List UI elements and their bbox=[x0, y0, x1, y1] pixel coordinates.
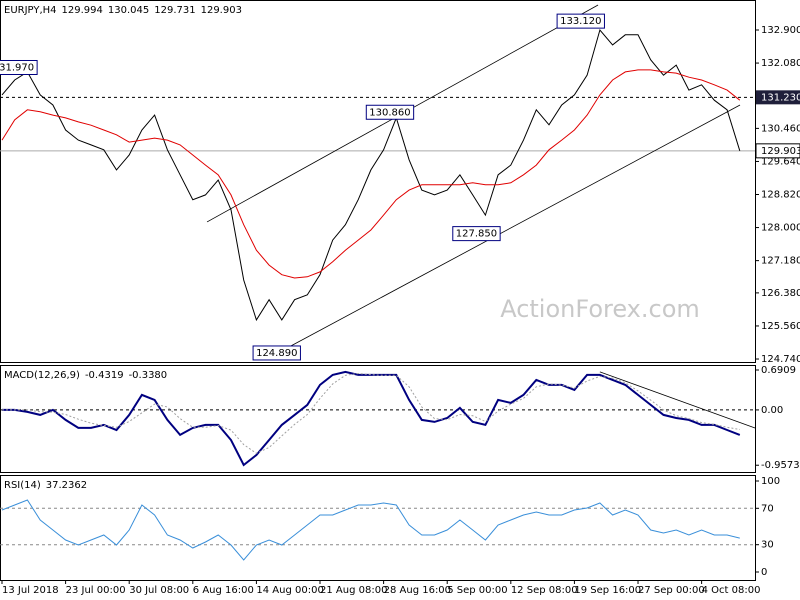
panel-title-value: 129.731 bbox=[154, 5, 195, 16]
annotation-label: 127.850 bbox=[456, 229, 497, 240]
y-tick-label: 0.00 bbox=[761, 405, 783, 416]
panel-title-value: -0.4319 bbox=[85, 370, 124, 381]
panel-title: EURJPY,H4 129.994 130.045 129.731 129.903 bbox=[4, 5, 242, 16]
series-line bbox=[2, 370, 741, 467]
y-tick-label: 128.000 bbox=[761, 223, 800, 234]
price-annotation: 127.850 bbox=[452, 226, 501, 242]
price-annotation: 130.860 bbox=[365, 104, 415, 120]
panel-title: RSI(14) 37.2362 bbox=[4, 480, 87, 491]
annotation-box bbox=[365, 104, 415, 120]
panel-title-value: 130.045 bbox=[108, 5, 149, 16]
x-tick-label: 27 Sep 00:00 bbox=[638, 585, 705, 596]
y-tick-label: 100 bbox=[761, 476, 780, 487]
y-tick-label: 127.180 bbox=[761, 256, 800, 267]
x-tick-label: 5 Sep 00:00 bbox=[447, 585, 507, 596]
annotation-box bbox=[452, 226, 501, 242]
y-tick-label: 0.6909 bbox=[761, 365, 796, 376]
series-line bbox=[1, 28, 741, 322]
x-tick-label: 6 Aug 16:00 bbox=[193, 585, 254, 596]
x-tick-label: 19 Sep 16:00 bbox=[574, 585, 641, 596]
plot-area: RSI(14) 37.2362 bbox=[0, 480, 755, 561]
y-tick-label: 129.640 bbox=[761, 156, 800, 167]
plot-area: EURJPY,H4 129.994 130.045 129.731 129.903 Act… bbox=[0, 4, 755, 361]
y-tick-label: 0 bbox=[761, 567, 767, 578]
x-tick-label: 12 Sep 08:00 bbox=[511, 585, 578, 596]
annotation-label: 124.890 bbox=[256, 348, 297, 359]
annotation-label: 133.120 bbox=[560, 16, 601, 27]
panel-title-name: EURJPY,H4 bbox=[4, 5, 57, 16]
price-annotation: 131.970 bbox=[0, 59, 38, 75]
series-line bbox=[1, 499, 740, 561]
panel-title: MACD(12,26,9) -0.4319 -0.3380 bbox=[4, 370, 167, 381]
price-box bbox=[756, 90, 800, 105]
annotation-label: 131.970 bbox=[0, 62, 34, 73]
annotation-box bbox=[556, 13, 605, 29]
panel-frame bbox=[0, 0, 756, 363]
panel-title-name: RSI(14) bbox=[4, 480, 41, 491]
x-tick-label: 23 Jul 00:00 bbox=[66, 585, 126, 596]
panel-frame bbox=[0, 475, 756, 581]
y-tick-label: 125.560 bbox=[761, 321, 800, 332]
x-tick-label: 21 Aug 08:00 bbox=[320, 585, 387, 596]
price-box-label: 129.903 bbox=[761, 146, 800, 157]
x-tick-label: 13 Jul 2018 bbox=[2, 585, 59, 596]
y-tick-label: 132.900 bbox=[761, 25, 800, 36]
plot-area: MACD(12,26,9) -0.4319 -0.3380 bbox=[0, 370, 756, 467]
y-tick-label: 130.460 bbox=[761, 123, 800, 134]
trend-line bbox=[279, 104, 741, 353]
y-tick-label: 132.080 bbox=[761, 58, 800, 69]
y-tick-label: 30 bbox=[761, 540, 774, 551]
panel-title-value: 129.903 bbox=[201, 5, 242, 16]
y-tick-label: 70 bbox=[761, 503, 774, 514]
x-tick-label: 4 Oct 08:00 bbox=[702, 585, 761, 596]
y-tick-label: 128.820 bbox=[761, 190, 800, 201]
annotation-box bbox=[252, 345, 301, 361]
x-tick-label: 28 Aug 16:00 bbox=[384, 585, 451, 596]
x-tick-label: 14 Aug 00:00 bbox=[256, 585, 323, 596]
series-line bbox=[2, 372, 740, 454]
price-annotation: 124.890 bbox=[252, 345, 301, 361]
y-tick-label: 124.740 bbox=[761, 354, 800, 365]
annotation-box bbox=[0, 59, 38, 75]
x-tick-label: 30 Jul 08:00 bbox=[129, 585, 189, 596]
panel-title-value: 129.994 bbox=[62, 5, 103, 16]
panel-title-name: MACD(12,26,9) bbox=[4, 370, 80, 381]
price-box-label: 131.230 bbox=[761, 92, 800, 103]
price-box bbox=[755, 143, 800, 159]
trend-line bbox=[599, 371, 756, 429]
y-tick-label: -0.9573 bbox=[761, 460, 800, 471]
panel-frame bbox=[0, 365, 756, 473]
panel-title-value: 37.2362 bbox=[46, 480, 87, 491]
watermark: ActionForex.com bbox=[500, 295, 700, 323]
annotation-label: 130.860 bbox=[369, 107, 410, 118]
panel-title-value: -0.3380 bbox=[129, 370, 168, 381]
series-line bbox=[1, 69, 741, 279]
y-tick-label: 126.380 bbox=[761, 288, 800, 299]
price-annotation: 133.120 bbox=[556, 13, 605, 29]
